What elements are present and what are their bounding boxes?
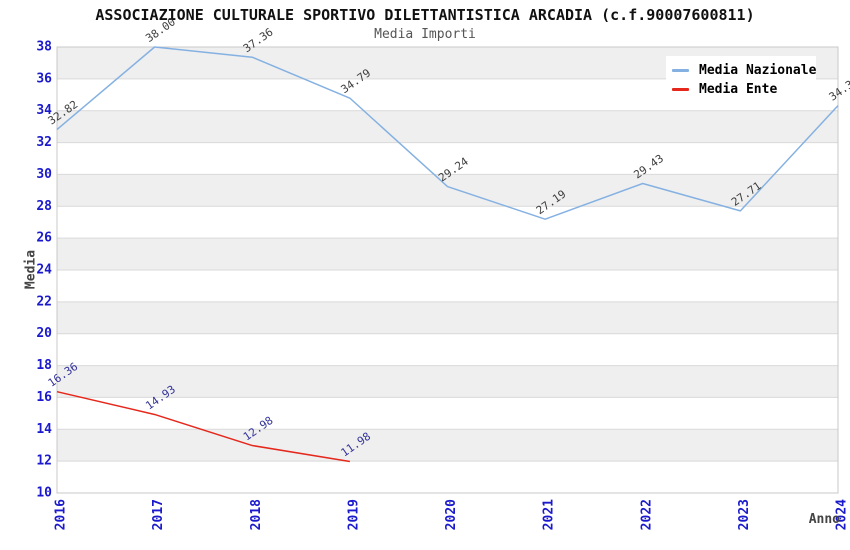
x-tick-label: 2020 xyxy=(444,499,459,530)
x-axis-title: Anno xyxy=(808,512,840,527)
x-tick-label: 2024 xyxy=(835,499,850,530)
ente-line-swatch xyxy=(672,88,689,91)
y-tick-label: 26 xyxy=(36,231,52,246)
legend-label-ente: Media Ente xyxy=(699,82,778,97)
legend-item-nazionale: Media Nazionale xyxy=(672,61,816,80)
x-tick-label: 2018 xyxy=(249,499,264,530)
y-tick-label: 16 xyxy=(36,390,52,405)
y-tick-label: 30 xyxy=(36,167,52,182)
y-axis-title: Media xyxy=(23,249,39,290)
series-line-1 xyxy=(56,390,350,463)
legend-item-ente: Media Ente xyxy=(672,80,810,99)
y-tick-label: 38 xyxy=(36,40,52,55)
chart-title: ASSOCIAZIONE CULTURALE SPORTIVO DILETTAN… xyxy=(95,6,755,24)
plot-band xyxy=(57,238,838,270)
plot-band xyxy=(57,429,838,462)
x-tick-label: 2021 xyxy=(542,499,557,530)
y-tick-label: 32 xyxy=(36,135,52,150)
y-tick-label: 14 xyxy=(36,422,52,437)
x-tick-label: 2023 xyxy=(737,499,752,530)
point-label: 38.00 xyxy=(143,15,178,45)
y-tick-label: 34 xyxy=(36,103,52,118)
x-tick-label: 2016 xyxy=(54,499,69,530)
nazionale-line-swatch xyxy=(672,69,689,72)
plot-band xyxy=(57,301,838,334)
x-tick-label: 2022 xyxy=(639,499,654,530)
y-tick-label: 10 xyxy=(36,486,52,501)
legend: Media Nazionale Media Ente xyxy=(666,56,816,103)
chart-subtitle: Media Importi xyxy=(374,27,476,42)
plot-band xyxy=(57,174,838,207)
x-tick-label: 2017 xyxy=(151,499,166,530)
plot-band xyxy=(57,365,838,398)
legend-label-nazionale: Media Nazionale xyxy=(699,63,817,78)
y-tick-label: 36 xyxy=(36,71,52,86)
x-tick-label: 2019 xyxy=(346,499,361,530)
y-tick-label: 28 xyxy=(36,199,52,214)
y-tick-label: 12 xyxy=(36,454,52,469)
y-tick-label: 18 xyxy=(36,358,52,373)
y-tick-label: 22 xyxy=(36,294,52,309)
plot-band xyxy=(57,110,838,143)
y-tick-label: 20 xyxy=(36,326,52,341)
series-line-0 xyxy=(56,46,839,220)
plot-border xyxy=(56,46,839,494)
y-tick-label: 24 xyxy=(36,263,52,278)
